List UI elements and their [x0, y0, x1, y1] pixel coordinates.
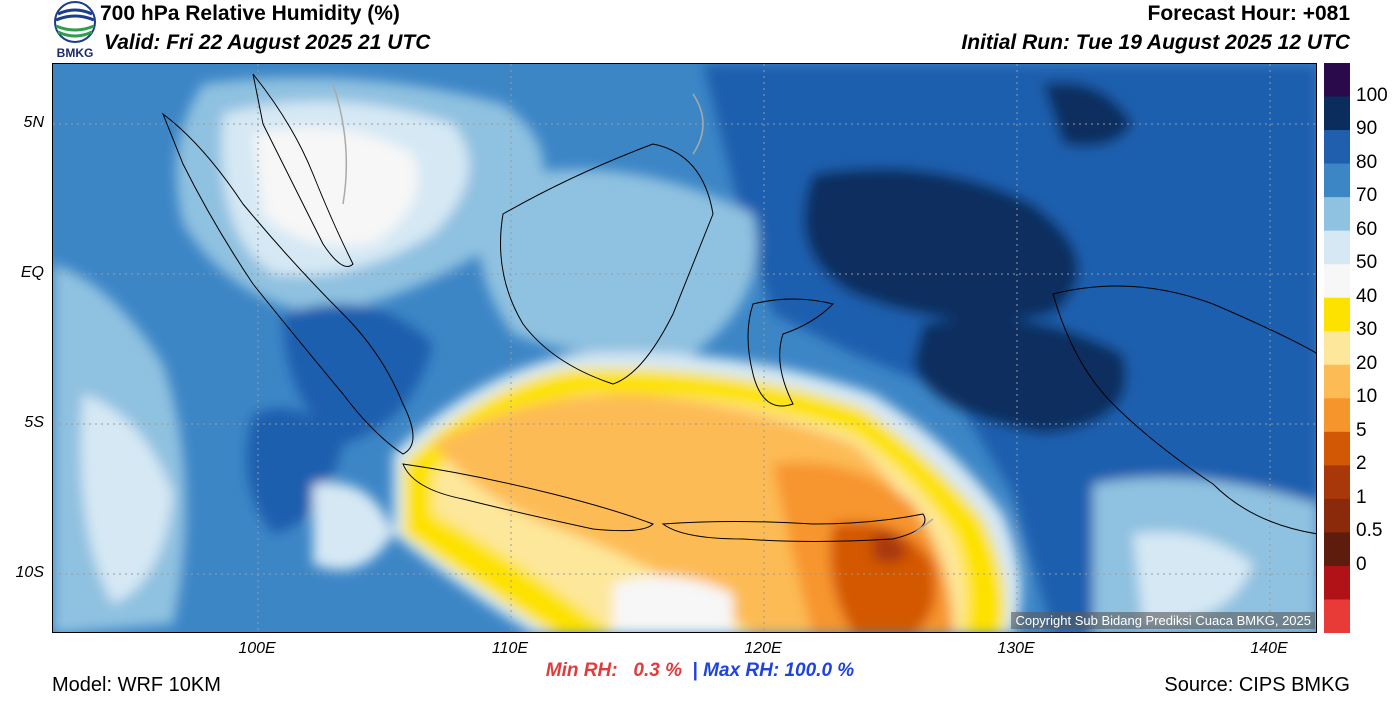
colorbar-label: 100 [1356, 84, 1388, 106]
colorbar-label: 2 [1356, 453, 1367, 475]
bmkg-logo [50, 0, 100, 60]
lon-label-140e: 140E [1250, 640, 1288, 657]
max-rh-value: 100.0 % [784, 660, 855, 681]
humidity-map [52, 63, 1317, 633]
colorbar-swatch [1324, 465, 1350, 500]
lon-label-130e: 130E [997, 640, 1035, 657]
colorbar-label: 1 [1356, 486, 1367, 508]
colorbar-swatch [1324, 364, 1350, 399]
lat-label-10s: 10S [15, 564, 44, 581]
colorbar-swatch [1324, 197, 1350, 232]
colorbar-swatch [1324, 264, 1350, 299]
colorbar-swatch [1324, 96, 1350, 131]
valid-time: Valid: Fri 22 August 2025 21 UTC [104, 31, 431, 54]
source-info: Source: CIPS BMKG [1164, 674, 1350, 696]
colorbar-swatch [1324, 230, 1350, 265]
colorbar-swatch [1324, 532, 1350, 567]
colorbar-swatch [1324, 331, 1350, 366]
rh-stats: Min RH: 0.3 % | Max RH: 100.0 % [0, 660, 1400, 682]
colorbar-swatch [1324, 599, 1350, 634]
lat-label-5s: 5S [24, 414, 44, 431]
lon-label-110e: 110E [491, 640, 529, 657]
max-rh-label: Max RH: [703, 660, 780, 681]
lon-label-120e: 120E [744, 640, 782, 657]
colorbar-swatches [1324, 63, 1350, 634]
colorbar-label: 5 [1356, 419, 1367, 441]
colorbar-swatch [1324, 163, 1350, 198]
colorbar-swatch [1324, 431, 1350, 466]
colorbar-label: 40 [1356, 285, 1378, 307]
lon-label-100e: 100E [238, 640, 276, 657]
logo-text: BMKG [56, 46, 94, 60]
lat-label-5n: 5N [23, 114, 44, 131]
humidity-field [53, 64, 1316, 632]
colorbar-label: 80 [1356, 151, 1378, 173]
colorbar-swatch [1324, 63, 1350, 98]
colorbar-label: 70 [1356, 185, 1378, 207]
colorbar-label: 30 [1356, 319, 1378, 341]
map-title: 700 hPa Relative Humidity (%) [100, 2, 400, 25]
colorbar [1324, 63, 1350, 634]
stats-separator: | [692, 660, 698, 681]
colorbar-swatch [1324, 565, 1350, 600]
min-rh-label: Min RH: [545, 660, 618, 681]
initial-run: Initial Run: Tue 19 August 2025 12 UTC [961, 31, 1350, 54]
colorbar-swatch [1324, 130, 1350, 165]
forecast-hour: Forecast Hour: +081 [1147, 2, 1351, 25]
min-rh-value: 0.3 % [633, 660, 682, 681]
lat-label-eq: EQ [20, 264, 44, 281]
colorbar-swatch [1324, 297, 1350, 332]
colorbar-swatch [1324, 398, 1350, 433]
model-info: Model: WRF 10KM [52, 674, 221, 696]
colorbar-label: 0 [1356, 553, 1367, 575]
copyright-notice: Copyright Sub Bidang Prediksi Cuaca BMKG… [1011, 612, 1315, 629]
colorbar-label: 90 [1356, 118, 1378, 140]
colorbar-label: 60 [1356, 218, 1378, 240]
colorbar-label: 10 [1356, 386, 1378, 408]
colorbar-swatch [1324, 498, 1350, 533]
colorbar-label: 50 [1356, 252, 1378, 274]
colorbar-label: 20 [1356, 352, 1378, 374]
colorbar-label: 0.5 [1356, 520, 1383, 542]
